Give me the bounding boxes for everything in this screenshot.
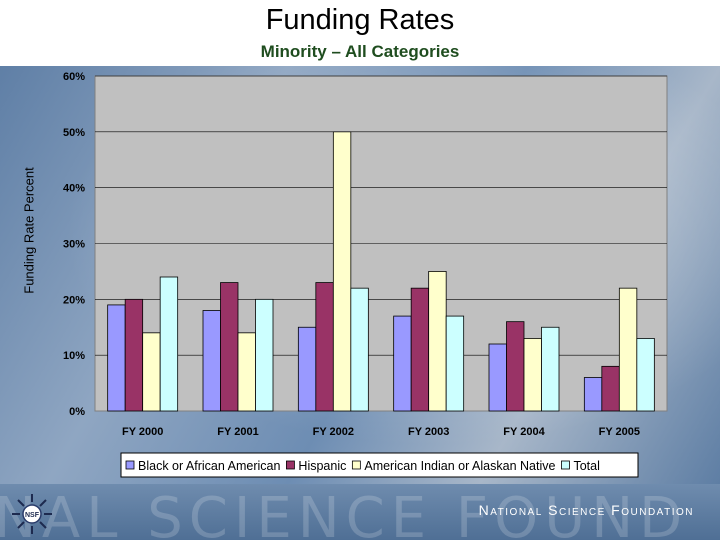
bar	[601, 365, 620, 412]
bar	[107, 304, 126, 412]
bar	[297, 326, 317, 412]
bar	[488, 343, 507, 412]
x-tick-label: FY 2000	[122, 426, 163, 438]
legend-label: Hispanic	[298, 459, 346, 473]
x-tick-label: FY 2004	[503, 426, 545, 438]
bar	[202, 310, 221, 412]
legend-box	[120, 452, 639, 478]
x-tick-label: FY 2002	[313, 426, 354, 438]
bar	[445, 315, 465, 412]
footer-watermark: NAL SCIENCE FOUND	[0, 486, 689, 540]
footer-organization-name: National Science Foundation	[478, 502, 694, 518]
y-tick-label: 10%	[63, 350, 85, 362]
footer-banner: NAL SCIENCE FOUND National Science Found…	[0, 484, 720, 540]
y-tick-label: 50%	[63, 127, 85, 139]
bar	[523, 338, 542, 412]
y-tick-label: 0%	[69, 406, 85, 418]
legend-label: Total	[573, 459, 599, 473]
bar	[220, 282, 239, 412]
y-axis-label: Funding Rate Percent	[21, 166, 37, 294]
legend-label: American Indian or Alaskan Native	[364, 459, 555, 473]
y-tick-label: 30%	[63, 239, 85, 251]
bar	[393, 315, 412, 412]
bar	[124, 298, 144, 412]
bar	[636, 338, 655, 412]
legend-swatch	[561, 460, 570, 470]
bar	[410, 287, 430, 412]
y-axis-label-box: Funding Rate Percent	[4, 115, 54, 345]
bar	[142, 332, 161, 412]
bar	[428, 271, 447, 412]
bar	[255, 298, 274, 412]
page-subtitle: Minority – All Categories	[260, 42, 460, 61]
bar	[506, 321, 525, 412]
bar	[541, 326, 560, 412]
y-tick-label: 40%	[63, 183, 85, 195]
bar	[315, 282, 334, 412]
x-tick-label: FY 2001	[217, 426, 258, 438]
bar	[237, 332, 256, 412]
x-tick-label: FY 2003	[408, 426, 449, 438]
bar	[159, 276, 179, 412]
legend-swatch	[351, 460, 361, 470]
legend-label: Black or African American	[138, 459, 280, 473]
bar	[350, 287, 369, 412]
legend-swatch	[286, 460, 295, 470]
bar	[332, 131, 352, 412]
y-tick-label: 60%	[63, 71, 85, 83]
page-title: Funding Rates	[265, 4, 455, 36]
bar	[583, 377, 603, 412]
legend-swatch	[125, 460, 135, 470]
y-tick-label: 20%	[63, 294, 85, 306]
x-tick-label: FY 2005	[599, 426, 640, 438]
bar	[618, 287, 638, 412]
nsf-logo-icon: NSF	[12, 494, 52, 534]
nsf-logo-text: NSF	[25, 512, 40, 519]
